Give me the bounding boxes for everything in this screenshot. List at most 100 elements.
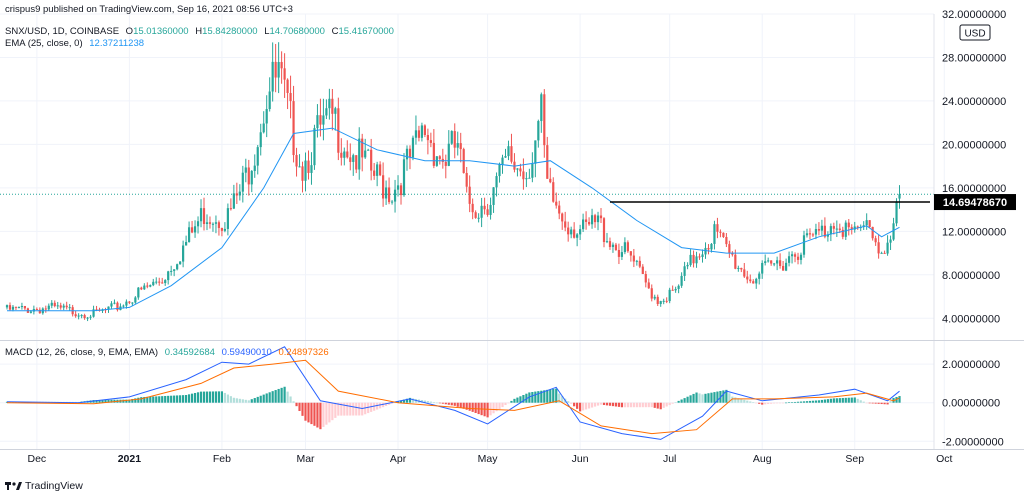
- candle-body: [495, 176, 498, 188]
- candle-body: [773, 263, 776, 265]
- macd-histogram-bar: [689, 395, 692, 403]
- macd-histogram-bar: [465, 402, 468, 410]
- tradingview-logo[interactable]: TradingView: [5, 480, 83, 492]
- macd-histogram-bar: [325, 402, 328, 425]
- candle-body: [570, 229, 573, 235]
- candle-body: [668, 289, 671, 302]
- candle-body: [599, 215, 603, 219]
- candle-body: [880, 252, 883, 254]
- macd-histogram-bar: [617, 402, 621, 407]
- candle-body: [820, 225, 824, 231]
- candle-body: [629, 251, 632, 256]
- macd-histogram-bar: [680, 399, 683, 403]
- candle-body: [289, 92, 292, 102]
- macd-histogram-bar: [423, 400, 426, 403]
- candle-body: [779, 260, 782, 266]
- candle-body: [710, 243, 713, 250]
- macd-histogram-bar: [271, 391, 274, 403]
- macd-histogram-bar: [850, 397, 853, 403]
- macd-histogram-bar: [546, 389, 549, 403]
- macd-histogram-bar: [644, 402, 647, 408]
- candle-body: [301, 166, 304, 181]
- candle-body: [432, 142, 435, 166]
- macd-histogram-bar: [847, 397, 850, 403]
- macd-histogram-bar: [555, 388, 558, 403]
- candle-body: [650, 288, 653, 299]
- candle-body: [14, 306, 18, 308]
- candle-body: [525, 178, 528, 180]
- candle-body: [125, 301, 128, 306]
- macd-histogram-bar: [182, 395, 185, 403]
- currency-badge-box[interactable]: [959, 24, 991, 41]
- macd-histogram-bar: [605, 402, 609, 406]
- macd-histogram-bar: [223, 392, 227, 403]
- macd-histogram-bar: [95, 400, 98, 403]
- macd-histogram-bar: [104, 399, 107, 403]
- candle-body: [331, 98, 334, 114]
- macd-histogram-bar: [898, 396, 901, 403]
- candle-body: [211, 223, 215, 225]
- candle-body: [808, 233, 812, 235]
- candle-body: [838, 228, 841, 230]
- macd-histogram-bar: [686, 396, 689, 403]
- candle-body: [202, 208, 206, 224]
- macd-histogram-bar: [593, 402, 597, 407]
- macd-histogram-bar: [602, 402, 606, 406]
- macd-histogram-bar: [235, 398, 238, 403]
- macd-histogram-bar: [376, 402, 379, 410]
- candle-body: [584, 219, 588, 222]
- candle-body: [546, 145, 549, 179]
- macd-histogram-bar: [510, 400, 513, 403]
- candle-body: [632, 255, 635, 262]
- candle-body: [259, 132, 262, 148]
- candle-body: [292, 101, 295, 156]
- candle-body: [826, 234, 829, 237]
- time-tick-label: Jun: [572, 453, 589, 465]
- candle-body: [319, 115, 322, 125]
- macd-histogram-bar: [677, 400, 680, 403]
- macd-histogram-bar: [722, 390, 725, 403]
- candle-body: [146, 285, 149, 287]
- macd-histogram-bar: [456, 402, 459, 407]
- candle-body: [802, 235, 806, 255]
- macd-histogram-bar: [853, 397, 856, 403]
- macd-histogram-bar: [432, 402, 435, 403]
- candle-body: [367, 149, 370, 151]
- candle-body: [877, 242, 880, 254]
- macd-histogram-bar: [501, 402, 504, 408]
- macd-histogram-bar: [370, 402, 373, 412]
- candle-body: [86, 317, 89, 319]
- macd-histogram-bar: [298, 402, 301, 412]
- symbol-line: SNX/USD, 1D, COINBASE: [5, 26, 119, 37]
- macd-histogram-bar: [758, 402, 761, 404]
- candle-body: [44, 308, 47, 310]
- candle-body: [11, 306, 15, 310]
- candle-body: [737, 267, 740, 269]
- candle-body: [226, 208, 229, 229]
- candle-body: [602, 218, 606, 243]
- macd-histogram-bar: [776, 402, 779, 404]
- macd-histogram-bar: [179, 395, 182, 403]
- tradingview-logo-icon: [5, 482, 22, 490]
- macd-histogram-bar: [620, 402, 624, 408]
- candle-body: [262, 123, 265, 133]
- macd-histogram-bar: [770, 402, 773, 404]
- candle-body: [719, 231, 722, 233]
- time-tick-label: Mar: [296, 453, 315, 465]
- macd-histogram-bar: [883, 402, 886, 405]
- time-tick-label: Oct: [936, 453, 952, 465]
- macd-histogram-bar: [808, 400, 812, 403]
- macd-histogram-bar: [349, 402, 352, 416]
- macd-histogram-bar: [307, 402, 310, 423]
- candle-body: [349, 157, 352, 162]
- candle-body: [304, 160, 307, 181]
- macd-histogram-bar: [590, 402, 594, 408]
- macd-histogram-bar: [262, 394, 265, 403]
- candle-body: [728, 244, 731, 253]
- macd-histogram-bar: [193, 392, 197, 403]
- candle-body: [510, 146, 513, 162]
- macd-histogram-bar: [862, 401, 865, 403]
- macd-histogram-bar: [185, 395, 188, 403]
- candle-body: [549, 178, 552, 183]
